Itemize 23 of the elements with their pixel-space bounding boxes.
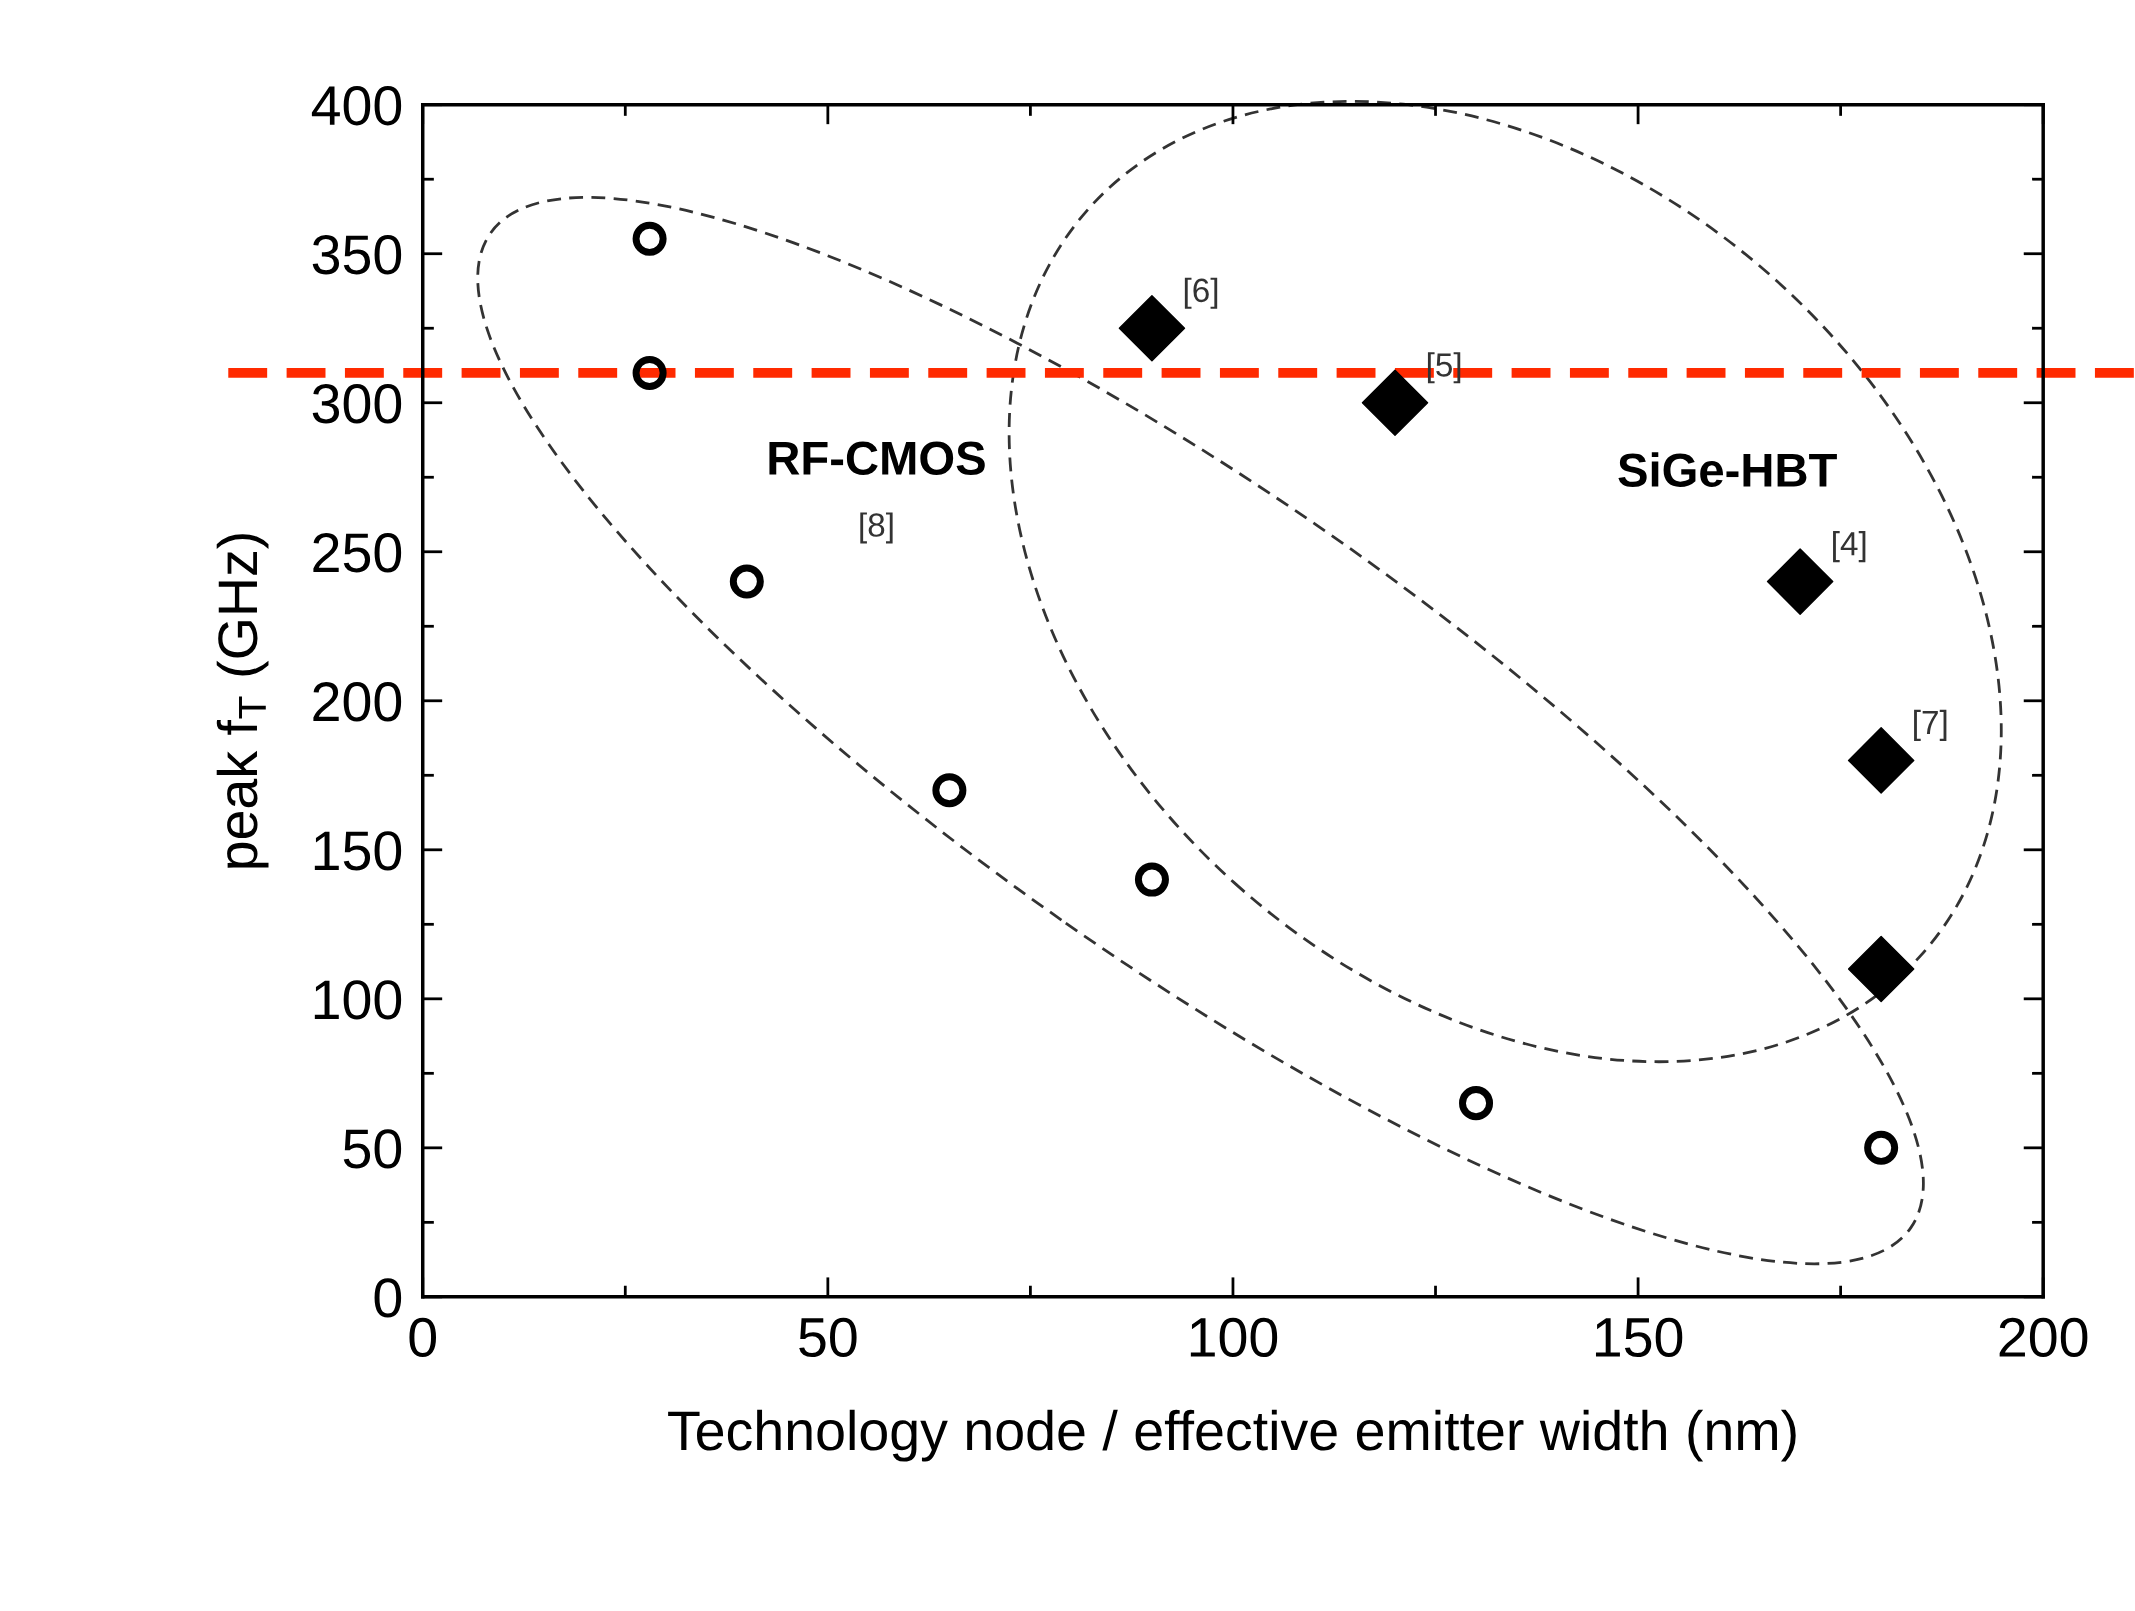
x-tick-label: 0 — [409, 1317, 437, 1358]
annotation: [8] — [860, 512, 893, 544]
annotation: [6] — [1184, 277, 1218, 309]
annotation: RF-CMOS — [769, 441, 985, 476]
annotation: [4] — [1833, 531, 1866, 563]
y-axis-title: peak f$_{T}$ (GHz) — [216, 534, 269, 868]
x-tick-label: 200 — [1999, 1317, 2088, 1358]
y-tick-label: 50 — [343, 1129, 402, 1169]
annotation: SiGe-HBT — [1618, 452, 1837, 487]
y-tick-label: 200 — [313, 682, 402, 722]
y-tick-label: 300 — [312, 384, 402, 424]
x-tick-label: 50 — [799, 1317, 857, 1358]
x-tick-label: 150 — [1595, 1317, 1683, 1358]
y-tick-label: 350 — [312, 235, 402, 275]
y-tick-label: 0 — [374, 1278, 402, 1318]
y-tick-label: 100 — [314, 980, 402, 1020]
x-tick-label: 100 — [1190, 1317, 1278, 1358]
y-tick-label: 150 — [314, 831, 402, 871]
y-tick-label: 250 — [313, 533, 402, 573]
x-axis-title: Technology node / effective emitter width (nm) — [668, 1409, 1796, 1462]
annotation: [5] — [1427, 352, 1461, 384]
annotation: [7] — [1914, 709, 1947, 741]
y-tick-label: 400 — [311, 86, 402, 126]
